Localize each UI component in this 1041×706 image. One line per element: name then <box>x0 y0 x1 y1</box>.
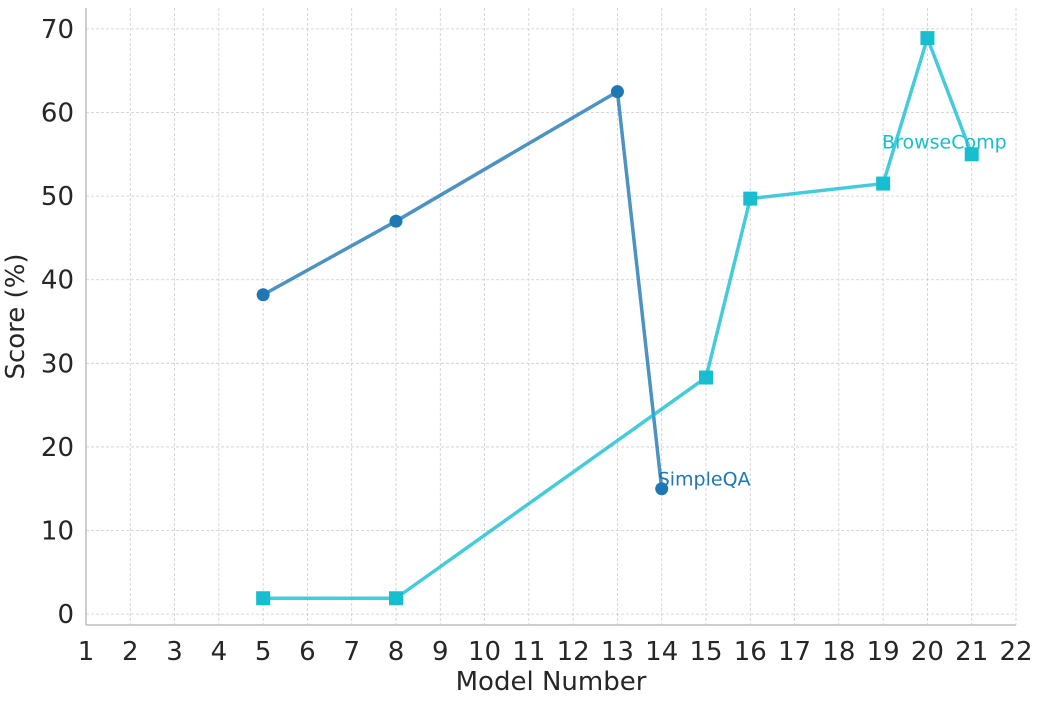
x-tick-label: 15 <box>689 637 722 667</box>
x-tick-label: 19 <box>867 637 900 667</box>
y-tick-label: 50 <box>41 182 74 212</box>
x-tick-label: 1 <box>78 637 95 667</box>
x-tick-labels: 1 2 3 4 5 6 7 8 9 10 11 12 13 14 15 16 17 18 19 20 21 22 <box>78 637 1033 667</box>
series-label: BrowseComp <box>882 131 1007 153</box>
x-tick-label: 2 <box>122 637 139 667</box>
y-axis-label: Score (%) <box>1 253 31 379</box>
data-point <box>964 147 979 162</box>
x-tick-label: 4 <box>211 637 228 667</box>
x-tick-label: 3 <box>166 637 183 667</box>
y-tick-labels: 0 10 20 30 40 50 60 70 <box>41 15 74 630</box>
x-tick-label: 7 <box>343 637 360 667</box>
y-tick-label: 30 <box>41 349 74 379</box>
x-tick-label: 5 <box>255 637 272 667</box>
data-point <box>256 288 270 302</box>
data-point <box>699 370 713 385</box>
grid-lines <box>85 8 1017 625</box>
x-tick-label: 6 <box>299 637 316 667</box>
x-tick-label: 22 <box>999 637 1032 667</box>
data-point <box>876 176 891 191</box>
x-tick-label: 21 <box>955 637 988 667</box>
series-browsecomp: BrowseComp <box>256 31 1007 606</box>
y-tick-label: 60 <box>41 99 74 129</box>
series-simpleqa: SimpleQA <box>256 85 751 496</box>
series-layer: SimpleQA BrowseComp <box>256 31 1007 606</box>
x-tick-label: 10 <box>468 637 501 667</box>
series-line <box>262 89 664 489</box>
data-point <box>655 482 669 496</box>
axes <box>85 8 1016 626</box>
y-tick-label: 40 <box>41 266 74 296</box>
series-label: SimpleQA <box>658 469 751 491</box>
x-tick-label: 11 <box>512 637 545 667</box>
y-tick-label: 70 <box>41 15 74 45</box>
data-point <box>743 191 758 206</box>
x-tick-label: 14 <box>645 637 678 667</box>
x-tick-label: 20 <box>911 637 944 667</box>
data-point <box>256 591 271 606</box>
data-point <box>920 31 935 46</box>
y-tick-label: 20 <box>41 433 74 463</box>
x-tick-label: 16 <box>734 637 767 667</box>
x-tick-label: 18 <box>822 637 855 667</box>
x-tick-label: 9 <box>432 637 449 667</box>
x-tick-label: 13 <box>601 637 634 667</box>
x-axis-label: Model Number <box>456 667 647 697</box>
data-point <box>610 85 624 99</box>
x-tick-label: 12 <box>557 637 590 667</box>
x-tick-label: 17 <box>778 637 811 667</box>
x-tick-label: 8 <box>388 637 405 667</box>
data-point <box>389 214 403 228</box>
y-tick-label: 10 <box>41 517 74 547</box>
y-tick-label: 0 <box>57 600 74 630</box>
data-point <box>389 591 403 606</box>
